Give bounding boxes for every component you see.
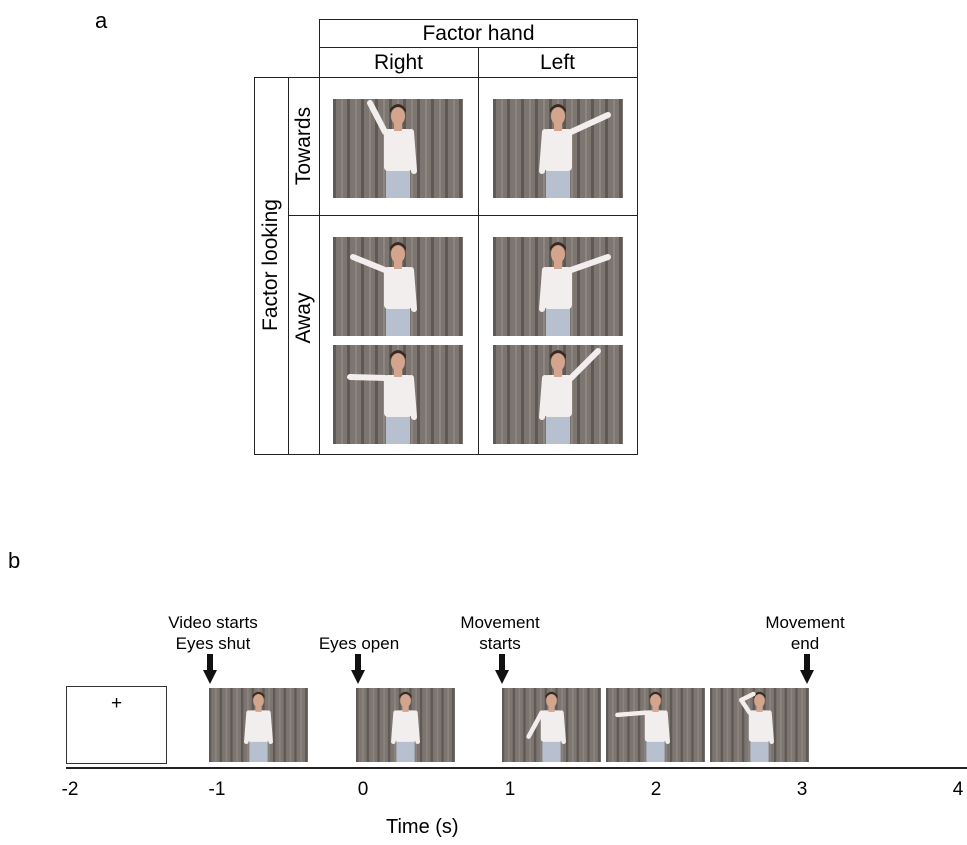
event-eyes-open-line1: Eyes open <box>318 634 400 653</box>
column-factor-header: Factor hand <box>422 22 535 45</box>
row-header-away: Away <box>292 292 315 344</box>
table-border-left <box>254 77 255 455</box>
video-frame-eyes-open <box>356 688 455 762</box>
stimulus-left-away-2 <box>493 345 623 444</box>
stimulus-right-towards <box>333 99 463 198</box>
stimulus-right-away-2 <box>333 345 463 444</box>
tick-label: 0 <box>357 779 369 800</box>
arrow-down-icon <box>203 654 217 684</box>
event-video-starts-line1: Video starts <box>168 613 258 632</box>
tick-label: 3 <box>796 779 808 800</box>
table-image-left <box>319 19 320 455</box>
table-border-top <box>319 19 638 20</box>
tick-label: 2 <box>650 779 662 800</box>
panel-a-label: a <box>95 8 108 33</box>
table-border-bottom <box>254 454 638 455</box>
table-column-divider <box>478 47 479 455</box>
row-header-towards: Towards <box>292 106 315 186</box>
tick-label: 4 <box>952 779 964 800</box>
axis-label: Time (s) <box>386 816 459 838</box>
arrow-down-icon <box>351 654 365 684</box>
event-movement-end-line2: end <box>790 634 820 653</box>
event-movement-end-line1: Movement <box>765 613 845 632</box>
video-frame-movement-2 <box>606 688 705 762</box>
event-movement-starts: Movement starts <box>460 612 539 654</box>
event-video-starts-line2: Eyes shut <box>175 634 251 653</box>
video-frame-eyes-shut <box>209 688 308 762</box>
arrow-down-icon <box>800 654 814 684</box>
column-header-right: Right <box>373 51 424 74</box>
table-rowlabel-divider <box>288 77 289 455</box>
table-row-divider <box>288 215 638 216</box>
stimulus-left-away-1 <box>493 237 623 336</box>
panel-b-label: b <box>8 548 21 573</box>
fixation-cross: + <box>110 693 123 714</box>
stimulus-right-away-1 <box>333 237 463 336</box>
tick-label: -2 <box>61 779 79 800</box>
event-movement-end: Movement end <box>765 612 844 654</box>
video-frame-movement-3 <box>710 688 809 762</box>
video-frame-movement-1 <box>502 688 601 762</box>
table-border-right <box>637 19 638 455</box>
tick-label: 1 <box>504 779 516 800</box>
event-movement-starts-line2: starts <box>479 634 521 653</box>
event-movement-starts-line1: Movement <box>460 613 540 632</box>
row-factor-header: Factor looking <box>259 199 282 331</box>
event-eyes-open: Eyes open <box>319 633 399 654</box>
stimulus-left-towards <box>493 99 623 198</box>
fixation-screen: + <box>66 686 167 764</box>
column-header-left: Left <box>539 51 576 74</box>
event-video-starts: Video starts Eyes shut <box>168 612 257 654</box>
arrow-down-icon <box>495 654 509 684</box>
tick-label: -1 <box>208 779 226 800</box>
timeline-axis <box>66 767 967 769</box>
table-header-bottom <box>254 77 638 78</box>
